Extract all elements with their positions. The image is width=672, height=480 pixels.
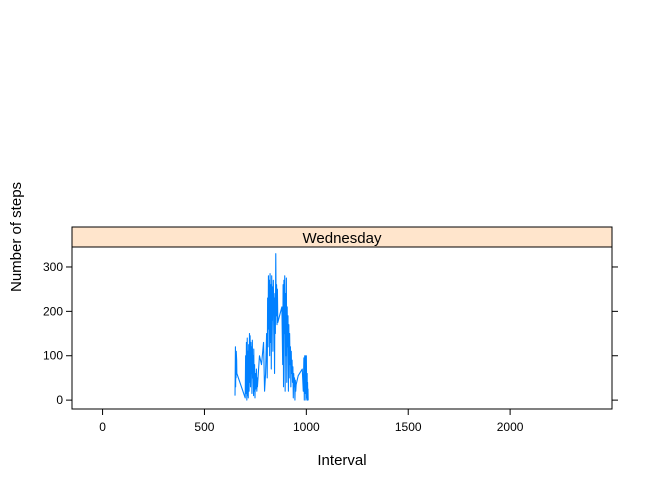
panel-strip: Wednesday [71,226,613,248]
y-tick-label: 0 [56,393,63,407]
panel-strip-label: Wednesday [303,230,382,247]
x-tick-label: 1000 [293,420,320,434]
x-tick-label: 1500 [395,420,422,434]
x-tick-label: 2000 [497,420,524,434]
y-tick-label: 200 [43,304,63,318]
x-tick-label: 500 [194,420,214,434]
y-axis-title: Number of steps [8,182,25,292]
panel-frame [71,246,613,410]
data-layer [234,253,309,401]
x-axis-title: Interval [317,452,366,469]
y-axis: 0 100 200 300 [43,260,618,407]
x-tick-label: 0 [99,420,106,434]
y-tick-label: 300 [43,260,63,274]
series-line [234,253,309,401]
x-axis: 0 500 1000 1500 2000 [99,409,524,434]
y-tick-label: 100 [43,349,63,363]
